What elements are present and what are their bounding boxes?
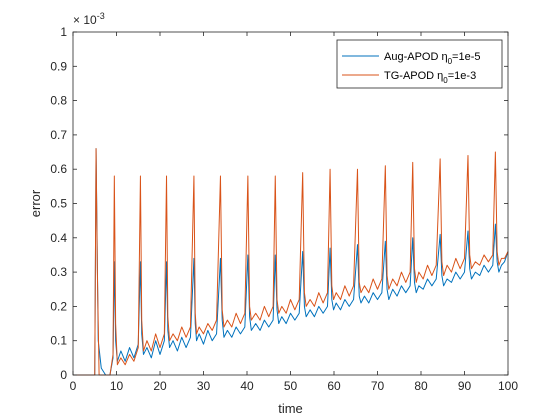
x-tick-label: 100: [498, 379, 518, 393]
y-tick-label: 0.5: [50, 197, 67, 211]
legend-label-aug-apod-sub: 0: [448, 57, 453, 66]
y-tick-label: 0.1: [50, 334, 67, 348]
y-tick-label: 0: [60, 368, 67, 382]
x-tick-label: 80: [414, 379, 428, 393]
legend-label-aug-apod: Aug-APOD η0=1e-5: [384, 51, 481, 66]
x-tick-label: 0: [70, 379, 77, 393]
x-tick-label: 70: [371, 379, 385, 393]
series-line-aug-apod: [73, 148, 509, 376]
y-tick-label: 0.9: [50, 59, 67, 73]
legend-label-tg-apod-tail: =1e-3: [448, 70, 476, 82]
legend-label-tg-apod: TG-APOD η0=1e-3: [384, 70, 476, 85]
y-axis-exponent: × 10-3: [73, 11, 105, 27]
y-axis-exponent-base: × 10: [73, 13, 97, 27]
y-tick-label: 0.7: [50, 128, 67, 142]
x-tick-label: 60: [327, 379, 341, 393]
legend: Aug-APOD η0=1e-5 TG-APOD η0=1e-3: [336, 39, 503, 89]
series-layer: [73, 148, 509, 376]
plot-area: [73, 32, 508, 375]
axes-layer: 0 10 20 30 40 50 60 70 80 90 10000.10.20.30.40.50.…: [50, 25, 518, 393]
legend-label-tg-apod-sub: 0: [443, 76, 448, 85]
legend-label-aug-apod-tail: =1e-5: [452, 51, 480, 63]
y-axis-exponent-power: -3: [97, 11, 105, 21]
legend-box: [336, 39, 503, 89]
y-tick-label: 0.2: [50, 299, 67, 313]
x-tick-label: 90: [458, 379, 472, 393]
x-tick-label: 10: [110, 379, 124, 393]
legend-label-aug-apod-main: Aug-APOD η: [384, 51, 448, 63]
y-tick-label: 0.4: [50, 231, 67, 245]
y-tick-label: 1: [60, 25, 67, 39]
y-tick-label: 0.8: [50, 94, 67, 108]
x-tick-label: 40: [240, 379, 254, 393]
x-tick-label: 50: [284, 379, 298, 393]
x-tick-label: 20: [153, 379, 167, 393]
x-tick-label: 30: [197, 379, 211, 393]
series-line-tg-apod: [73, 148, 509, 376]
legend-label-tg-apod-main: TG-APOD η: [384, 70, 443, 82]
y-axis-label: error: [28, 189, 43, 217]
y-tick-label: 0.6: [50, 162, 67, 176]
y-tick-label: 0.3: [50, 265, 67, 279]
x-axis-label: time: [278, 401, 303, 416]
